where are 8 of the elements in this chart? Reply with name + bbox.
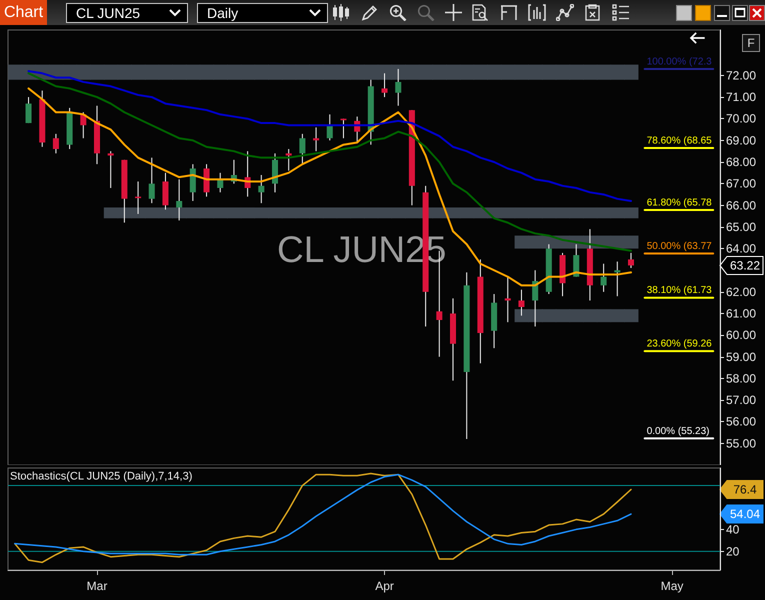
y-tick-label: 20 xyxy=(726,544,740,558)
text: 76.4 xyxy=(733,482,757,496)
x-tick-label: Apr xyxy=(375,579,394,593)
y-tick-label: 40 xyxy=(726,522,740,536)
x-tick-label: May xyxy=(660,579,684,593)
x-tick-label: Mar xyxy=(86,579,108,593)
text: 54.04 xyxy=(730,507,760,522)
chart-title: Stochastics(CL JUN25 (Daily),7,14,3) xyxy=(10,470,192,482)
